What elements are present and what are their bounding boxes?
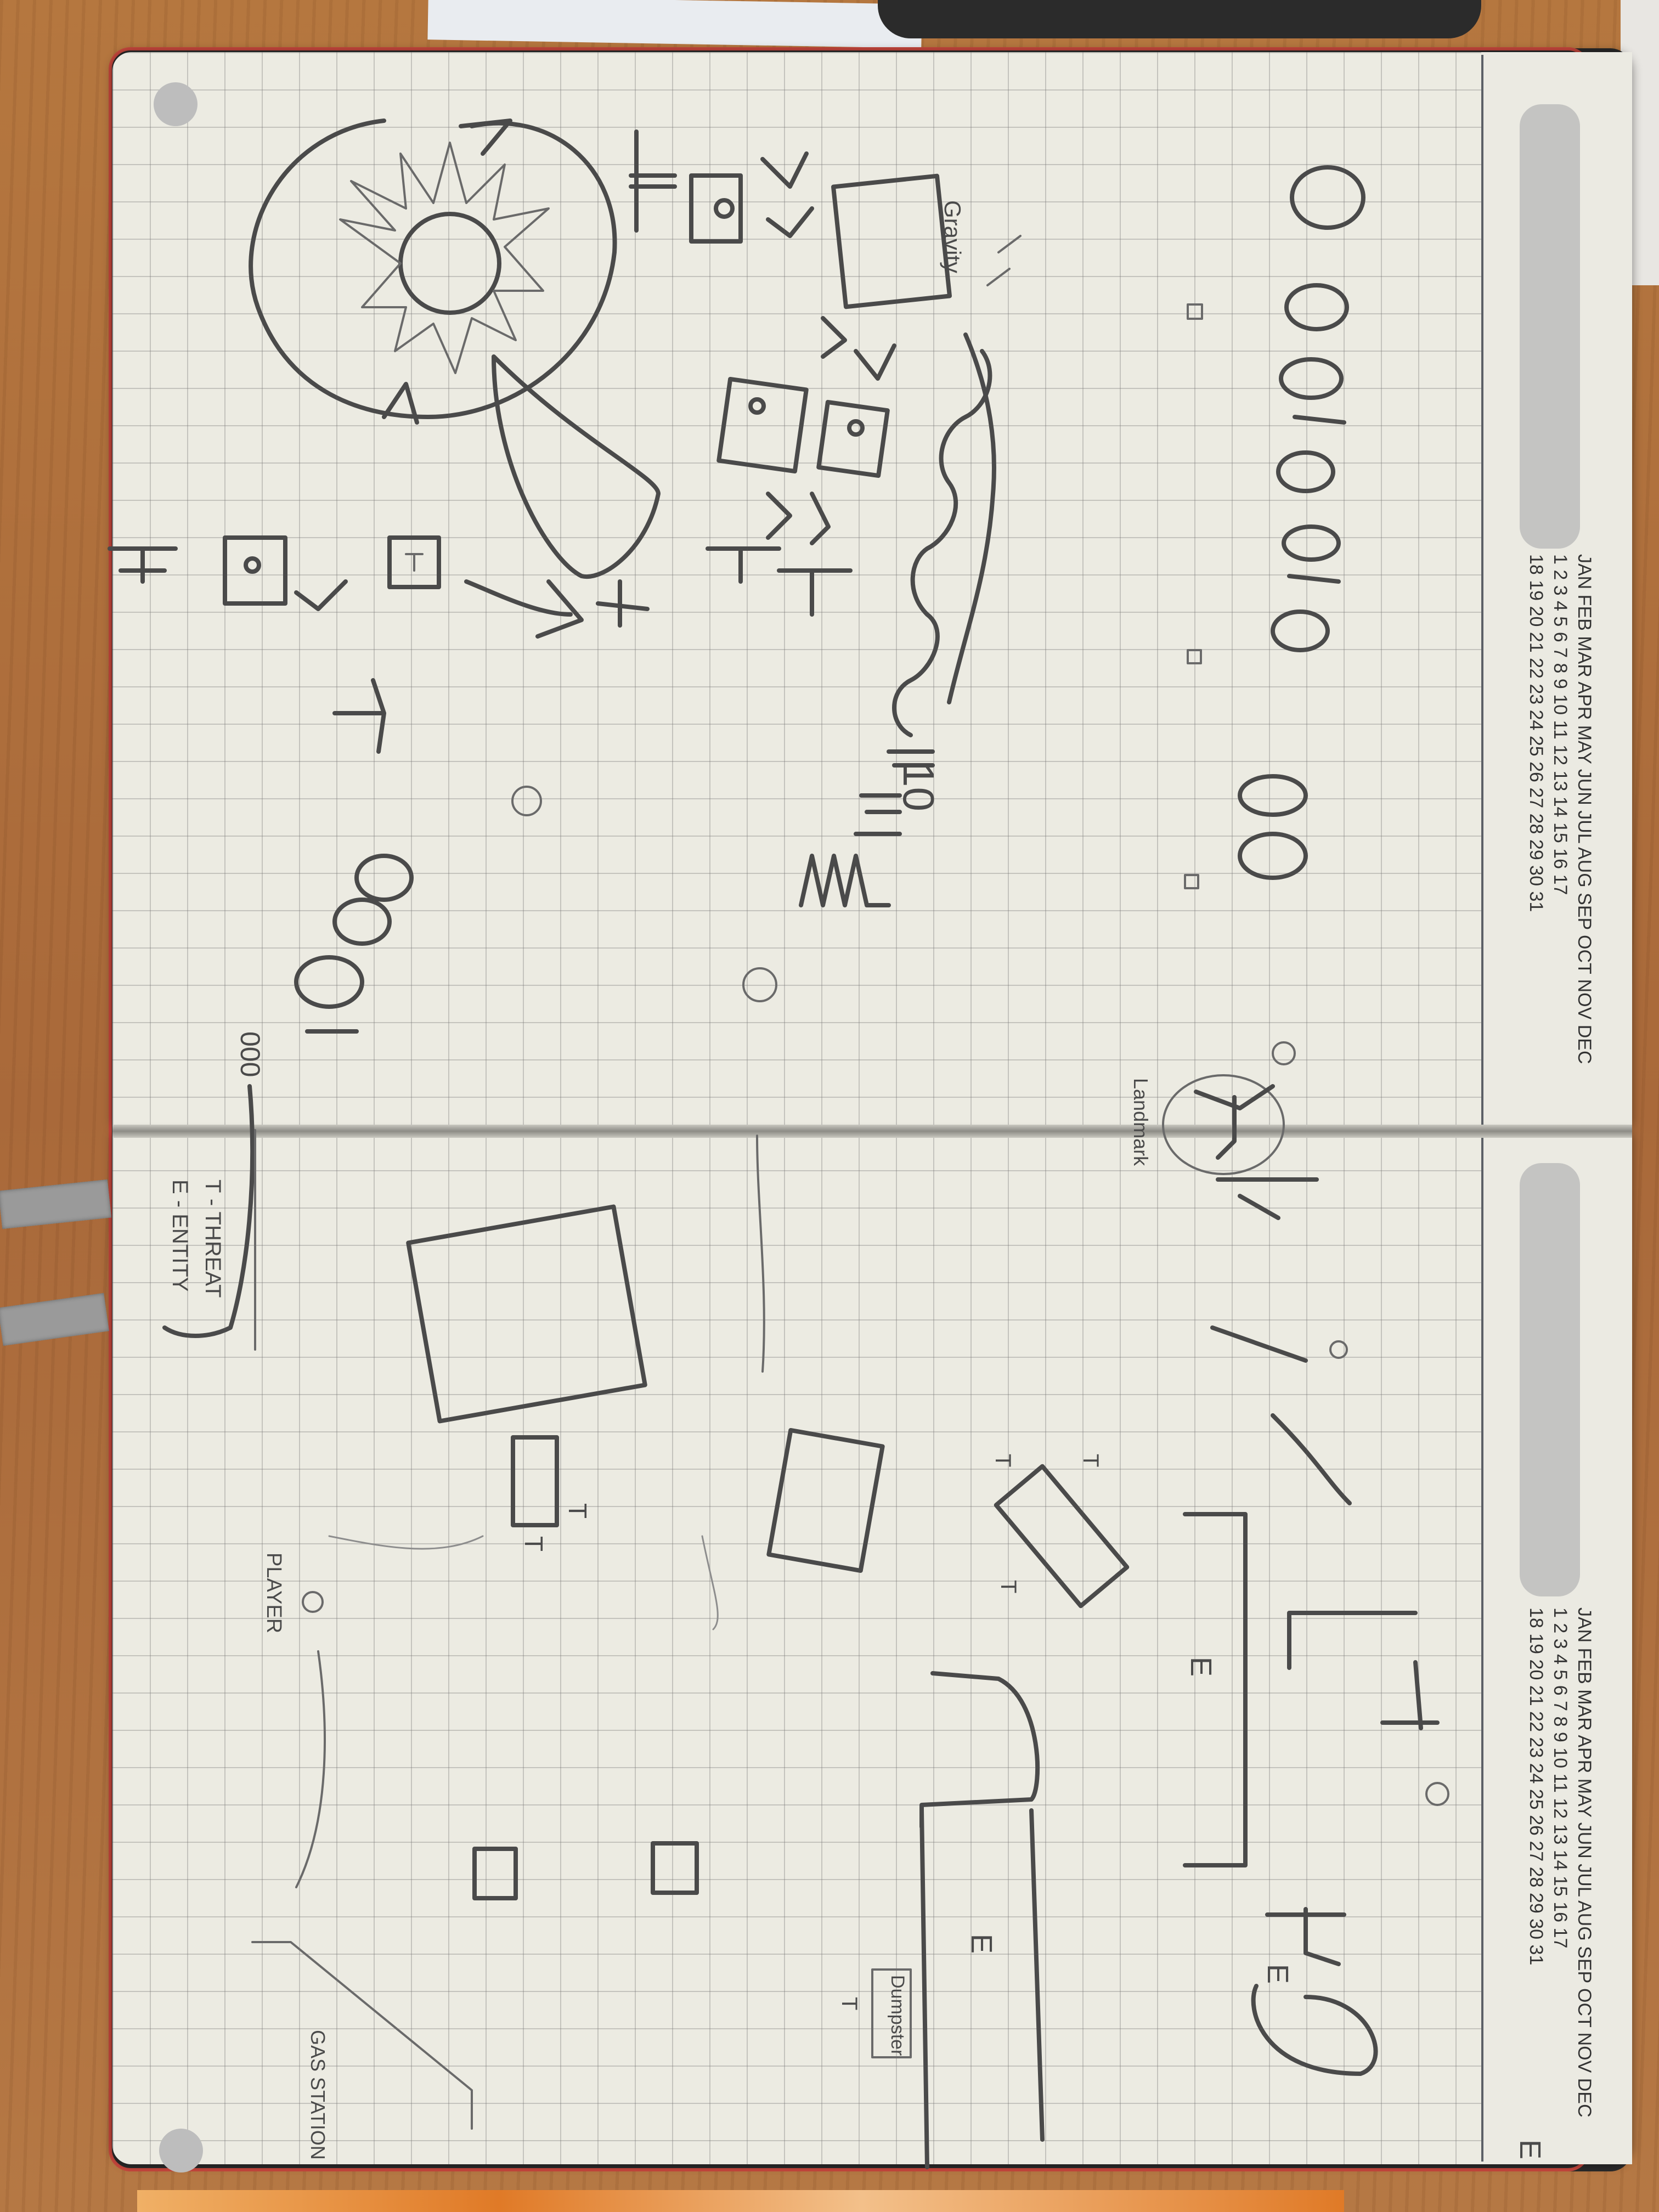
label-dumpster: Dumpster — [887, 1975, 908, 2056]
label-threat-t6: T — [837, 1997, 861, 2011]
label-entity-e2: E — [965, 1934, 998, 1954]
label-threat-t5: T — [520, 1536, 548, 1552]
notebook-spine — [112, 1125, 1632, 1138]
grey-tab-top — [1520, 104, 1580, 549]
label-entity-e4: E — [1514, 2140, 1547, 2160]
circle-row-sketch — [1238, 165, 1365, 880]
page-corner-mark-top — [154, 82, 198, 126]
landmark-circle — [1162, 1041, 1296, 1175]
label-threat-t1: T — [991, 1454, 1015, 1468]
label-entity-e3: E — [1261, 1964, 1294, 1984]
label-landmark: Landmark — [1130, 1078, 1152, 1166]
label-threat-t4: T — [563, 1503, 592, 1519]
bottom-page-sketch — [162, 1084, 1449, 2169]
bottom-symbols-top-page — [294, 678, 935, 1034]
label-threat-t2: T — [1079, 1454, 1103, 1468]
orange-object-bottom — [137, 2190, 1344, 2212]
legend-entity: E - ENTITY — [168, 1180, 192, 1292]
sun-loop-sketch — [249, 119, 661, 579]
label-gravity: Gravity — [940, 200, 966, 274]
label-zero-sequence: 000 — [235, 1031, 266, 1077]
page-corner-mark-bottom — [159, 2129, 203, 2172]
label-ten: 10 — [894, 763, 943, 811]
label-player: PLAYER — [262, 1553, 285, 1634]
legend-threat: T - THREAT — [201, 1180, 225, 1298]
notebook-page-top — [112, 52, 1632, 1127]
label-threat-t3: T — [996, 1580, 1020, 1594]
label-entity-e1: E — [1184, 1657, 1217, 1677]
label-gas-station: GAS STATION — [307, 2030, 329, 2160]
margin-rule-bottom — [1481, 1136, 1483, 2162]
grey-tab-bottom — [1520, 1163, 1580, 1596]
dark-object-top — [878, 0, 1481, 38]
squiggle-chain — [892, 349, 992, 737]
margin-rule-top — [1481, 55, 1483, 1125]
small-squares — [1184, 303, 1203, 889]
symbol-column — [108, 129, 1022, 704]
